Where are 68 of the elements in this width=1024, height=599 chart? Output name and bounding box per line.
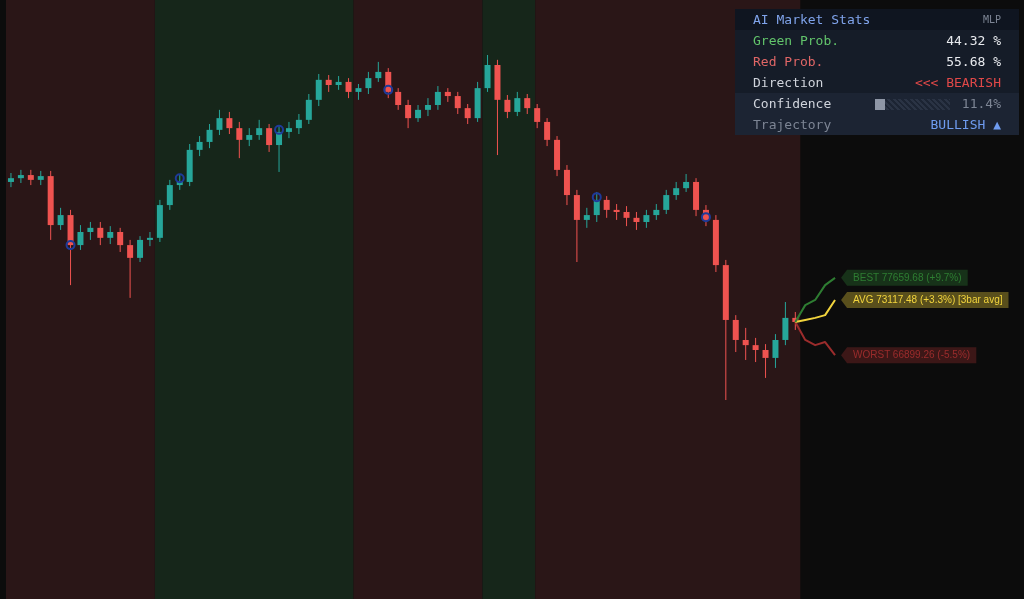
- text: 55.68 %: [946, 54, 1001, 69]
- candlestick: [305, 93, 312, 125]
- candlestick: [603, 195, 610, 219]
- candlestick: [583, 207, 590, 229]
- candlestick: [752, 337, 759, 363]
- text: 11.4%: [961, 96, 1001, 111]
- candlestick: [315, 73, 322, 107]
- candlestick: [226, 111, 233, 135]
- point: [65, 240, 76, 251]
- annotation: Confidence: [753, 96, 832, 111]
- candlestick: [454, 91, 461, 115]
- candlestick: [146, 231, 153, 247]
- text: MLP: [982, 14, 1001, 25]
- candlestick: [415, 104, 422, 123]
- candlestick: [434, 85, 441, 111]
- candlestick: [623, 205, 630, 227]
- text: BULLISH ▲: [930, 117, 1001, 132]
- candlestick: [405, 99, 412, 129]
- candlestick: [206, 123, 213, 149]
- text: <<< BEARISH: [914, 75, 1001, 90]
- text: AI Market Stats: [753, 12, 871, 27]
- candlestick: [762, 343, 769, 379]
- candlestick: [7, 172, 14, 188]
- candlestick: [137, 235, 144, 263]
- candlestick: [256, 119, 263, 141]
- candlestick: [166, 179, 173, 211]
- candlestick: [345, 77, 352, 99]
- candlestick: [365, 71, 372, 95]
- candlestick: [266, 123, 273, 153]
- candlestick: [772, 333, 779, 369]
- candlestick: [216, 109, 223, 136]
- candlestick: [732, 314, 739, 353]
- point: [383, 84, 394, 95]
- candlestick: [295, 113, 302, 135]
- candlestick: [57, 207, 64, 231]
- candlestick: [782, 301, 789, 346]
- candlestick: [514, 91, 521, 117]
- candlestick: [484, 54, 491, 93]
- annotation: Trajectory: [753, 117, 832, 132]
- series-label: AVG 73117.48 (+3.3%) [3bar avg]: [853, 293, 1003, 305]
- point: [274, 124, 285, 135]
- candlestick: [196, 135, 203, 157]
- candlestick: [285, 121, 292, 139]
- candlestick: [236, 121, 243, 159]
- candlestick: [424, 97, 431, 117]
- text: Green Prob.: [753, 33, 840, 48]
- candlestick: [534, 103, 541, 129]
- candlestick: [17, 169, 24, 184]
- point: [174, 173, 185, 184]
- point: [591, 192, 602, 203]
- annotation: Red Prob.: [753, 54, 824, 69]
- series-label: BEST 77659.68 (+9.7%): [853, 271, 962, 283]
- annotation: Direction: [753, 75, 824, 90]
- candlestick: [742, 327, 749, 361]
- text: 44.32 %: [946, 33, 1001, 48]
- candlestick: [375, 61, 382, 83]
- candlestick: [663, 189, 670, 215]
- candlestick: [464, 103, 471, 125]
- candlestick: [127, 239, 134, 299]
- candlestick: [395, 87, 402, 111]
- candlestick: [77, 224, 84, 251]
- series-label: WORST 66899.26 (-5.5%): [853, 348, 971, 360]
- candlestick: [97, 221, 104, 246]
- candlestick: [504, 94, 511, 119]
- candlestick: [544, 117, 551, 147]
- candlestick: [524, 93, 531, 115]
- candlestick: [117, 227, 124, 253]
- candlestick: [683, 173, 690, 193]
